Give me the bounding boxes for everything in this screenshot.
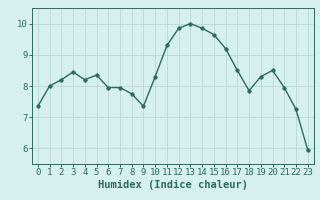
X-axis label: Humidex (Indice chaleur): Humidex (Indice chaleur) [98, 180, 248, 190]
